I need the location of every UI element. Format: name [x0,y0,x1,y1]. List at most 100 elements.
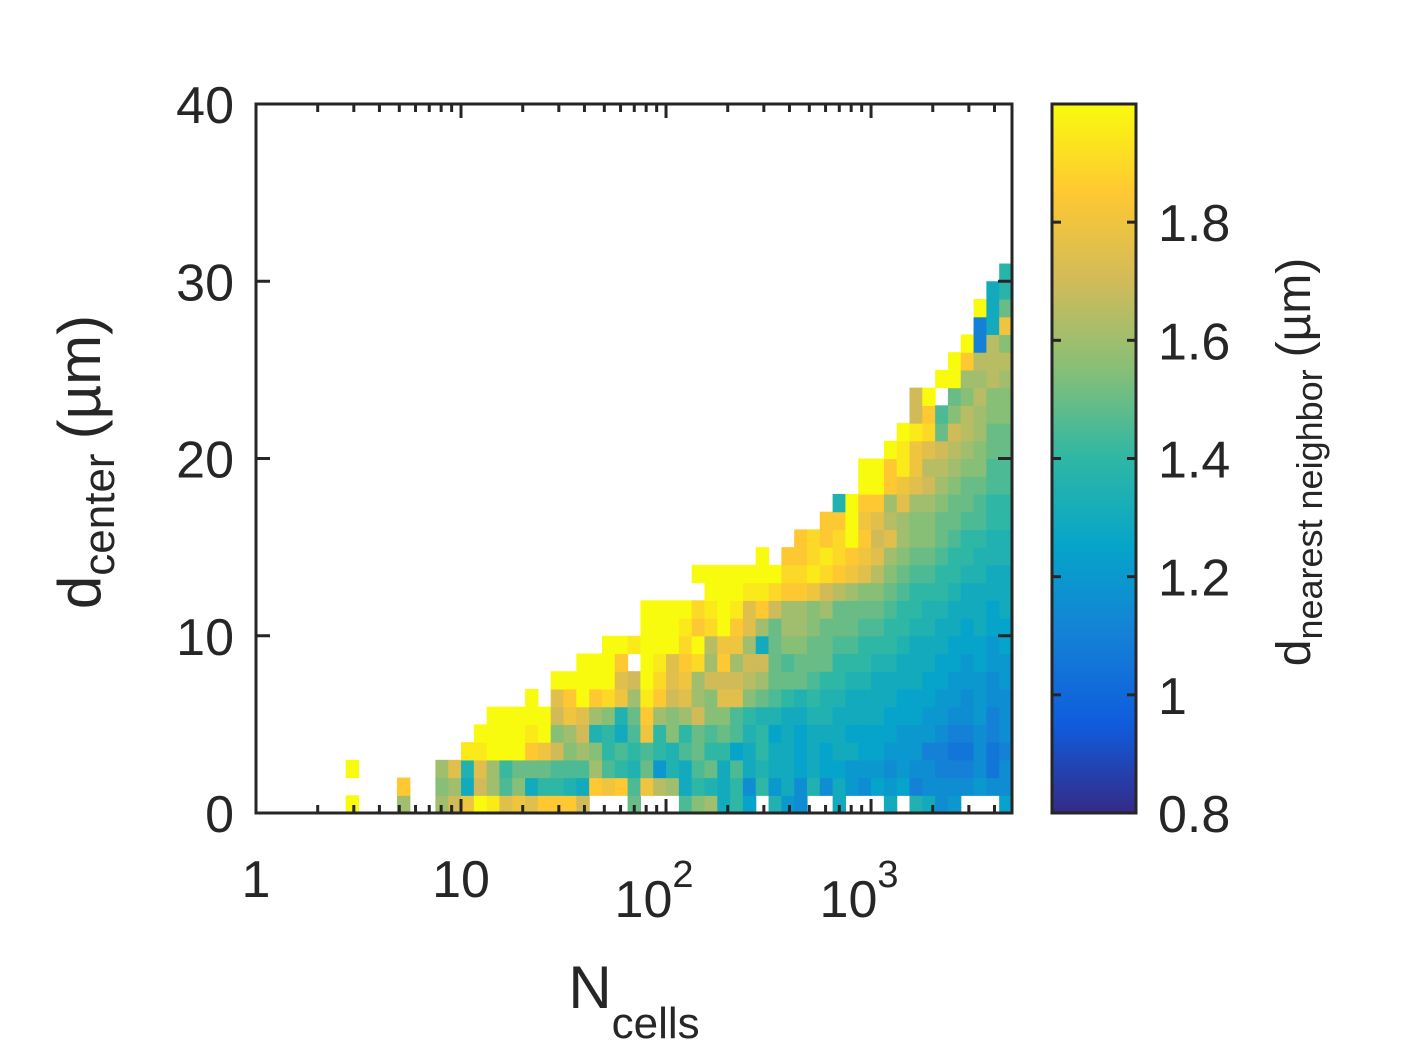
heatmap-cell [999,582,1013,601]
heatmap-cell [947,511,962,530]
x-tick-label: 102 [615,854,694,929]
heatmap-cell [435,759,449,779]
heatmap-cell [461,759,475,779]
heatmap-cell [832,493,847,513]
heatmap-cell [845,653,859,672]
heatmap-cell [704,600,718,619]
heatmap-cell [871,671,885,690]
heatmap-cell [858,635,872,655]
colorbar-label: dnearest neighbor (µm) [1268,258,1330,667]
heatmap-cell [999,564,1013,584]
heatmap-cell [601,653,616,672]
heatmap-cell [601,724,616,743]
heatmap-cell [960,423,975,442]
heatmap-cell [666,706,680,725]
heatmap-cell [819,777,834,796]
heatmap-cell [922,600,936,619]
heatmap-cell [845,742,859,761]
heatmap-cell [973,405,987,424]
heatmap-cell [601,759,616,779]
heatmap-cell [922,564,936,584]
heatmap-cell [947,547,962,566]
heatmap-cell [832,724,847,743]
heatmap-cell [781,618,795,637]
heatmap-cell [806,547,821,566]
heatmap-cell [909,440,923,460]
heatmap-cell [717,564,731,584]
heatmap-cell [883,706,898,725]
heatmap-cell [973,334,987,353]
heatmap-cell [909,547,923,566]
heatmap-cell [819,706,834,725]
heatmap-cell [973,706,987,725]
heatmap-cell [871,511,885,530]
heatmap-cell [986,476,1000,495]
heatmap-cell [806,671,821,690]
heatmap-cell [960,759,975,779]
heatmap-cell [819,564,834,584]
heatmap-cell [896,493,911,513]
heatmap-cell [973,635,987,655]
heatmap-cell [922,653,936,672]
heatmap-cell [947,618,962,637]
heatmap-cell [935,759,949,779]
heatmap-cell [922,777,936,796]
heatmap-cell [678,600,693,619]
heatmap-cell [973,582,987,601]
heatmap-cell [563,706,577,725]
heatmap-cell [691,564,706,584]
heatmap-cell [986,529,1000,548]
heatmap-cell [986,387,1000,406]
heatmap-cell [742,600,757,619]
heatmap-cell [486,706,501,725]
heatmap-cell [858,564,872,584]
heatmap-cell [819,724,834,743]
heatmap-cell [999,316,1013,336]
heatmap-cell [947,387,962,406]
heatmap-cell [999,618,1013,637]
heatmap-cell [896,440,911,460]
heatmap-cell [947,423,962,442]
heatmap-cell [845,600,859,619]
heatmap-cell [845,671,859,690]
heatmap-cell [755,724,770,743]
heatmap-cell [883,476,898,495]
heatmap-cell [896,777,911,796]
heatmap-cell [973,511,987,530]
heatmap-cell [960,458,975,477]
heatmap-cell [550,777,565,796]
heatmap-cell [550,706,565,725]
heatmap-cell [589,688,603,708]
heatmap-cell [896,653,911,672]
heatmap-cell [678,653,693,672]
heatmap-cell [973,423,987,442]
x-tick-label-base: 10 [820,871,878,929]
heatmap-cell [730,742,744,761]
heatmap-cell [755,635,770,655]
heatmap-cell [883,724,898,743]
heatmap-cell [806,600,821,619]
heatmap-cell [947,493,962,513]
heatmap-cell [960,582,975,601]
heatmap-cell [576,759,590,779]
heatmap-cell [653,742,667,761]
heatmap-cell [806,564,821,584]
heatmap-cell [935,795,949,814]
heatmap-cell [922,511,936,530]
heatmap-cell [947,529,962,548]
heatmap-cell [704,795,718,814]
heatmap-cell [845,493,859,513]
heatmap-cell [858,547,872,566]
heatmap-cell [935,653,949,672]
heatmap-cell [832,511,847,530]
heatmap-cell [653,706,667,725]
heatmap-cell [935,529,949,548]
heatmap-cell [742,706,757,725]
heatmap-cell [678,795,693,814]
heatmap-cell [986,423,1000,442]
heatmap-cell [589,777,603,796]
heatmap-cell [473,777,488,796]
heatmap-cell [986,618,1000,637]
heatmap-cell [537,777,552,796]
heatmap-cell [691,671,706,690]
